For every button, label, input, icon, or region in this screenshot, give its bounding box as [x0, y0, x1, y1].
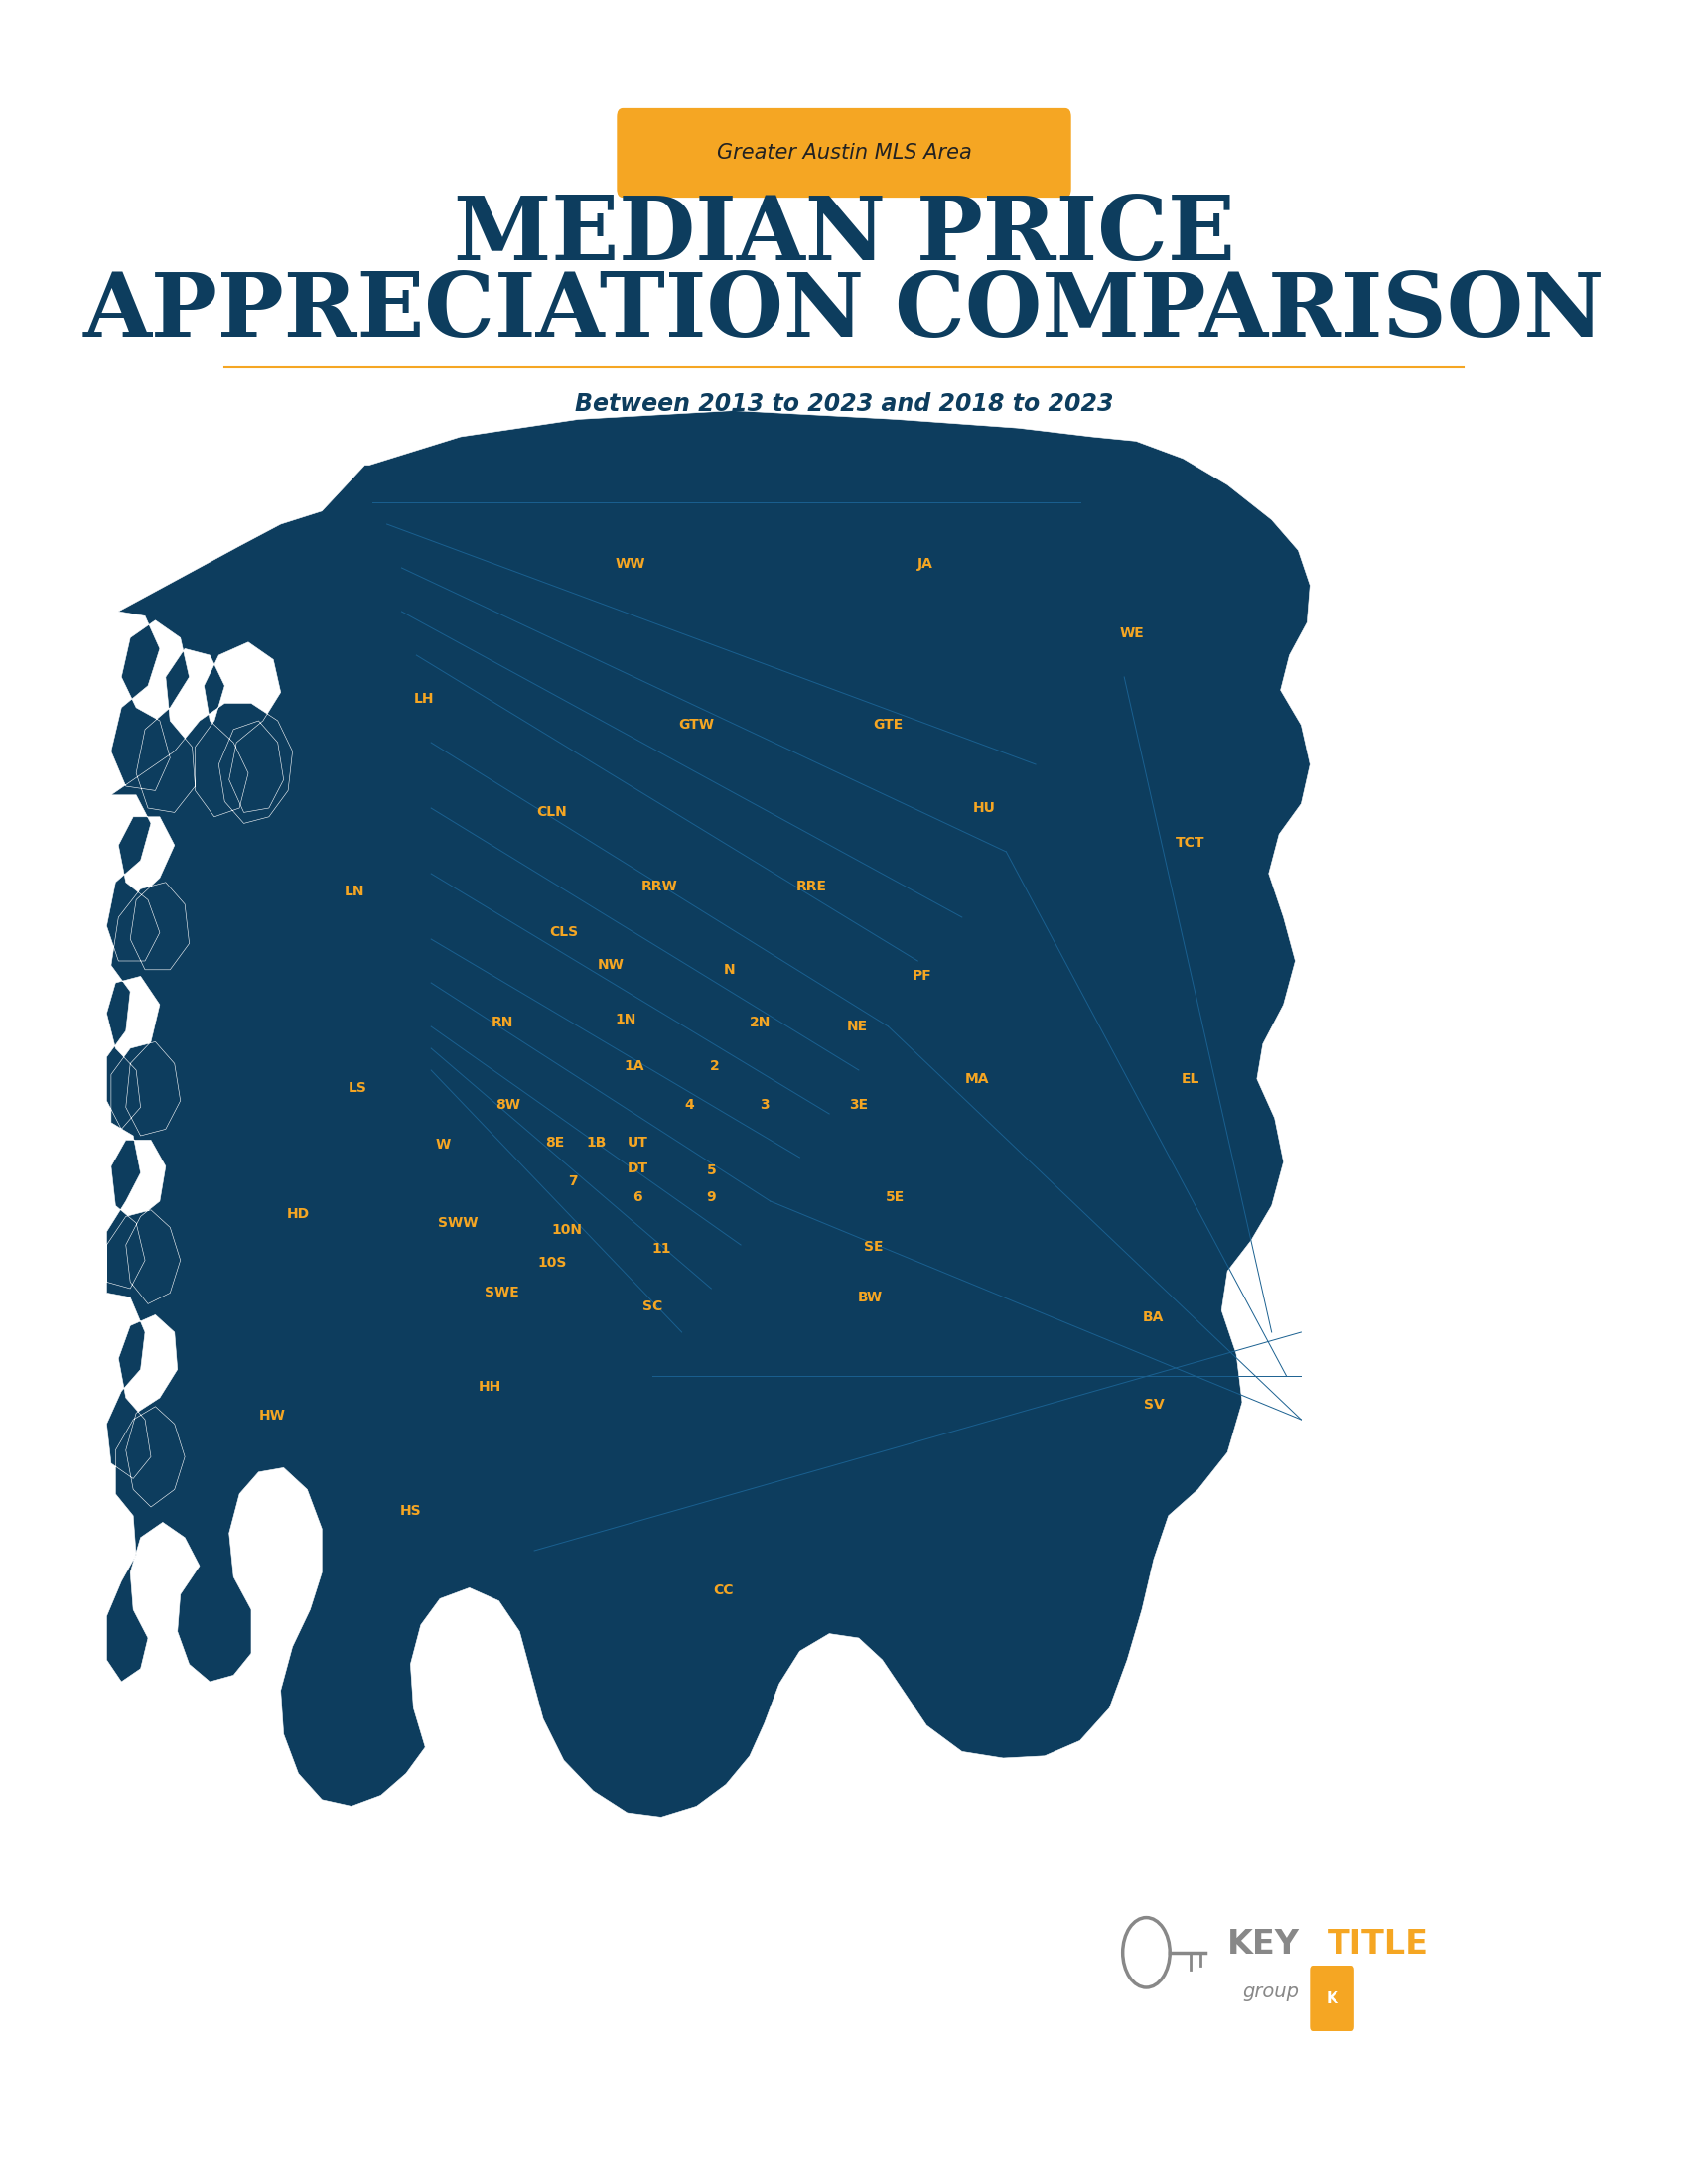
Text: APPRECIATION COMPARISON: APPRECIATION COMPARISON: [83, 269, 1605, 356]
Text: HH: HH: [478, 1380, 501, 1393]
Text: W: W: [436, 1138, 451, 1151]
Text: GTE: GTE: [873, 719, 903, 732]
Text: 4: 4: [684, 1099, 694, 1112]
Text: SWE: SWE: [484, 1286, 520, 1299]
Text: HU: HU: [972, 802, 996, 815]
Text: BA: BA: [1143, 1310, 1165, 1324]
Text: HD: HD: [287, 1208, 311, 1221]
Text: NW: NW: [598, 959, 625, 972]
Text: SV: SV: [1143, 1398, 1165, 1411]
Text: N: N: [722, 963, 734, 976]
Text: SWW: SWW: [437, 1216, 478, 1230]
Text: 1B: 1B: [586, 1136, 606, 1149]
FancyBboxPatch shape: [616, 107, 1072, 197]
Text: WE: WE: [1119, 627, 1144, 640]
Text: 3: 3: [760, 1099, 770, 1112]
Text: LN: LN: [344, 885, 365, 898]
Text: MA: MA: [964, 1072, 989, 1085]
Text: 1N: 1N: [614, 1013, 636, 1026]
Text: RRW: RRW: [641, 880, 679, 893]
Text: UT: UT: [628, 1136, 648, 1149]
Text: 1A: 1A: [625, 1059, 645, 1072]
Text: K: K: [1327, 1992, 1339, 2005]
Text: 5E: 5E: [886, 1190, 905, 1203]
Text: CC: CC: [712, 1583, 733, 1597]
Text: TCT: TCT: [1177, 836, 1205, 850]
Text: group: group: [1242, 1983, 1298, 2001]
Text: LS: LS: [348, 1081, 366, 1094]
Text: SC: SC: [641, 1299, 662, 1313]
Text: 2N: 2N: [749, 1016, 770, 1029]
Text: EL: EL: [1182, 1072, 1200, 1085]
Text: 2: 2: [709, 1059, 719, 1072]
Text: 7: 7: [567, 1175, 577, 1188]
Text: 6: 6: [633, 1190, 643, 1203]
Text: MEDIAN PRICE: MEDIAN PRICE: [454, 192, 1234, 280]
Text: RN: RN: [491, 1016, 513, 1029]
Text: RRE: RRE: [797, 880, 827, 893]
Text: TITLE: TITLE: [1328, 1928, 1430, 1961]
Text: WW: WW: [614, 557, 645, 570]
Text: CLN: CLN: [537, 806, 567, 819]
Text: 10N: 10N: [552, 1223, 582, 1236]
Text: 8E: 8E: [545, 1136, 564, 1149]
Text: SE: SE: [864, 1241, 883, 1254]
Text: DT: DT: [626, 1162, 648, 1175]
Text: KEY: KEY: [1227, 1928, 1300, 1961]
Text: NE: NE: [847, 1020, 868, 1033]
Text: CLS: CLS: [549, 926, 579, 939]
Text: LH: LH: [414, 692, 434, 705]
Text: PF: PF: [912, 970, 932, 983]
Text: 5: 5: [707, 1164, 716, 1177]
Text: BW: BW: [858, 1291, 883, 1304]
Text: Greater Austin MLS Area: Greater Austin MLS Area: [716, 142, 972, 164]
Text: HS: HS: [400, 1505, 422, 1518]
Polygon shape: [106, 411, 1310, 1817]
Text: Between 2013 to 2023 and 2018 to 2023: Between 2013 to 2023 and 2018 to 2023: [574, 393, 1114, 415]
Text: 11: 11: [652, 1243, 670, 1256]
Text: HW: HW: [258, 1409, 285, 1422]
Text: GTW: GTW: [679, 719, 714, 732]
Text: 10S: 10S: [537, 1256, 567, 1269]
FancyBboxPatch shape: [1310, 1966, 1354, 2031]
Text: JA: JA: [917, 557, 933, 570]
Text: 3E: 3E: [849, 1099, 868, 1112]
Text: 8W: 8W: [495, 1099, 520, 1112]
Text: 9: 9: [707, 1190, 716, 1203]
